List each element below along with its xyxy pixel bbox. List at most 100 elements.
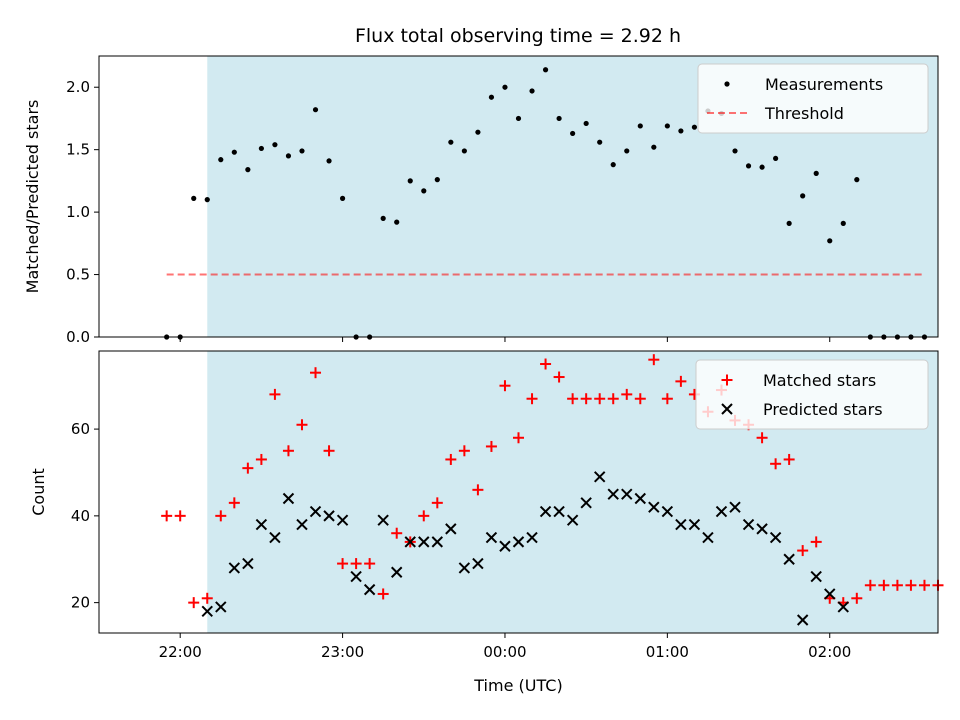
predicted-star-point <box>756 523 768 535</box>
matched-star-point <box>485 440 497 452</box>
predicted-star-point <box>593 471 606 483</box>
y-tick-label: 1.0 <box>66 203 90 221</box>
predicted-star-point <box>309 505 322 518</box>
predicted-star-point <box>350 570 362 583</box>
matched-star-point <box>878 579 890 591</box>
x-tick-label: 22:00 <box>159 643 202 661</box>
measurement-point <box>732 148 738 154</box>
predicted-star-point <box>363 583 376 596</box>
predicted-star-point <box>431 536 444 548</box>
predicted-star-point <box>499 540 511 552</box>
legend-matched-label: Matched stars <box>763 371 876 390</box>
matched-star-point <box>918 579 930 591</box>
measurement-point <box>272 142 278 148</box>
ratio-legend: Measurements Threshold <box>697 63 929 134</box>
measurement-point <box>624 148 630 154</box>
measurement-point <box>556 115 562 122</box>
predicted-star-point <box>323 510 335 522</box>
measurement-point <box>394 219 400 225</box>
measurement-point <box>786 220 792 226</box>
predicted-star-point <box>702 531 714 544</box>
predicted-star-point <box>201 605 213 618</box>
predicted-star-point <box>715 505 728 518</box>
x-tick-label: 23:00 <box>321 643 364 661</box>
measurement-point <box>800 193 806 199</box>
ratio-x-ticks <box>179 337 831 342</box>
legend-threshold-label: Threshold <box>764 104 844 123</box>
measurement-point <box>691 124 698 130</box>
matched-star-point <box>905 579 917 591</box>
measurement-point <box>827 238 833 244</box>
predicted-star-point <box>215 601 227 613</box>
predicted-star-point <box>539 505 552 518</box>
count-y-ticks: 20 40 60 <box>71 420 99 612</box>
measurement-point <box>529 88 535 94</box>
predicted-star-point <box>675 518 687 531</box>
measurement-point <box>759 164 765 170</box>
matched-star-point <box>201 592 213 604</box>
predicted-star-point <box>796 614 809 626</box>
measurement-point <box>773 155 779 162</box>
measurement-point <box>583 120 589 127</box>
y-tick-label: 0.5 <box>66 266 90 284</box>
matched-star-point <box>594 393 606 405</box>
measurement-point <box>218 157 224 163</box>
measurement-point <box>542 67 549 73</box>
matched-star-point <box>364 558 376 570</box>
matched-star-point <box>770 458 782 470</box>
predicted-star-point <box>661 505 674 518</box>
matched-star-point <box>323 445 335 457</box>
measurement-point <box>204 197 210 203</box>
legend-predicted-label: Predicted stars <box>763 400 883 419</box>
predicted-star-point <box>648 501 660 513</box>
predicted-star-point <box>526 531 538 544</box>
y-tick-label: 0.0 <box>66 328 90 346</box>
count-y-label: Count <box>29 468 48 516</box>
predicted-star-point <box>336 514 349 526</box>
measurement-point <box>637 123 643 129</box>
predicted-star-point <box>824 588 836 600</box>
matched-star-point <box>783 453 795 465</box>
measurement-point <box>407 178 413 184</box>
measurement-point <box>245 167 251 173</box>
measurement-point <box>285 153 292 159</box>
measurement-point <box>461 148 467 154</box>
matched-star-point <box>675 375 687 387</box>
measurement-point <box>434 177 440 183</box>
predicted-star-point <box>810 570 822 583</box>
matched-star-point <box>431 497 443 509</box>
matched-star-point <box>255 453 267 465</box>
legend-measurements-label: Measurements <box>765 75 883 94</box>
measurement-point <box>231 149 237 155</box>
predicted-star-point <box>269 531 281 544</box>
matched-star-point <box>472 484 484 496</box>
predicted-star-point <box>377 514 389 526</box>
predicted-star-point <box>621 488 633 500</box>
matched-star-point <box>337 558 349 570</box>
matched-star-point <box>634 393 646 405</box>
measurement-point <box>610 162 616 168</box>
matched-star-point <box>580 393 592 405</box>
matched-star-point <box>540 358 552 370</box>
time-x-label: Time (UTC) <box>473 676 562 695</box>
y-tick-label: 2.0 <box>66 78 90 96</box>
measurement-point <box>380 215 386 221</box>
matched-star-point <box>648 354 660 366</box>
matched-star-point <box>350 558 362 570</box>
predicted-star-point <box>837 601 849 613</box>
matched-star-point <box>851 592 863 604</box>
matched-star-point <box>607 393 619 405</box>
measurement-point <box>488 94 495 100</box>
measurement-point <box>312 107 319 113</box>
ratio-axes-frame <box>98 55 939 338</box>
count-panel: 20 40 60 22:00 23:00 00:00 01:00 02:00 Count T… <box>29 350 944 695</box>
measurement-point <box>745 163 752 169</box>
measurement-points <box>164 67 928 340</box>
matched-star-point <box>458 445 470 457</box>
matched-star-point <box>377 588 389 600</box>
matched-star-point <box>296 419 308 431</box>
predicted-star-point <box>607 488 619 500</box>
predicted-star-point <box>282 492 295 505</box>
matched-star-point <box>310 367 322 379</box>
ratio-y-label: Matched/Predicted stars <box>23 100 42 294</box>
